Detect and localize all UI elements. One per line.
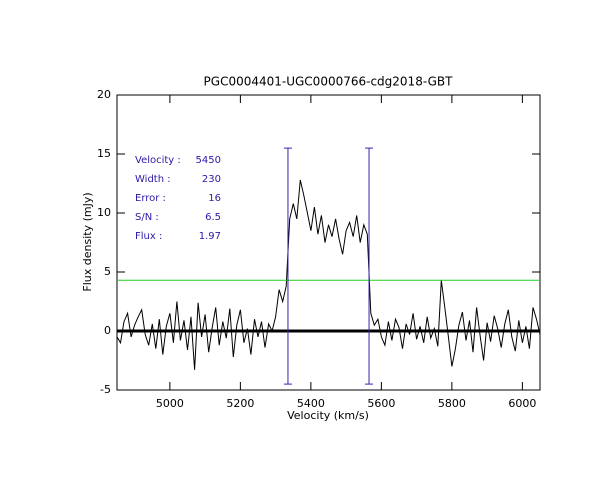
y-axis-label: Flux density (mJy) [81,192,94,291]
x-tick-label: 5600 [367,397,395,410]
spectrum-line [116,179,541,370]
annotation-label: Flux : [135,231,162,242]
x-axis-label: Velocity (km/s) [287,409,369,422]
x-tick-label: 5200 [226,397,254,410]
y-tick-label: -5 [100,383,111,396]
y-tick-label: 10 [97,206,111,219]
plot-frame [116,94,541,391]
annotation-label: S/N : [135,212,159,223]
x-tick-label: 5800 [438,397,466,410]
x-tick-label: 5000 [156,397,184,410]
annotation-value: 5450 [196,155,221,166]
annotation-label: Velocity : [135,155,181,166]
annotation-label: Width : [135,174,171,185]
annotation-value: 16 [208,193,221,204]
y-tick-label: 0 [104,324,111,337]
chart-title: PGC0004401-UGC0000766-cdg2018-GBT [204,75,454,89]
annotation-value: 1.97 [199,231,221,242]
y-tick-label: 20 [97,88,111,101]
x-tick-label: 6000 [508,397,536,410]
annotation-value: 230 [202,174,221,185]
annotation-value: 6.5 [205,212,221,223]
annotation-label: Error : [135,193,166,204]
y-tick-label: 15 [97,147,111,160]
x-tick-label: 5400 [297,397,325,410]
y-tick-label: 5 [104,265,111,278]
